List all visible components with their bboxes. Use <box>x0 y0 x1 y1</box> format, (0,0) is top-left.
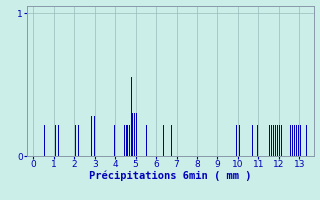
Bar <box>58 125 60 156</box>
Bar <box>94 116 95 156</box>
Bar <box>146 125 148 156</box>
Bar <box>134 113 135 156</box>
Bar <box>75 125 76 156</box>
Bar <box>91 116 92 156</box>
Bar <box>44 125 45 156</box>
Bar <box>269 125 270 156</box>
Bar <box>55 125 56 156</box>
Bar <box>252 125 253 156</box>
Bar <box>163 125 164 156</box>
Bar <box>136 113 137 156</box>
Bar <box>281 125 283 156</box>
Bar <box>277 125 278 156</box>
Bar <box>127 125 128 156</box>
Bar <box>124 125 125 156</box>
Bar <box>279 125 280 156</box>
Bar <box>273 125 274 156</box>
X-axis label: Précipitations 6min ( mm ): Précipitations 6min ( mm ) <box>89 171 252 181</box>
Bar <box>257 125 258 156</box>
Bar <box>294 125 295 156</box>
Bar <box>132 113 133 156</box>
Bar <box>171 125 172 156</box>
Bar <box>114 125 115 156</box>
Bar <box>236 125 237 156</box>
Bar <box>131 77 132 156</box>
Bar <box>300 125 301 156</box>
Bar <box>129 125 130 156</box>
Bar <box>239 125 240 156</box>
Bar <box>126 125 127 156</box>
Bar <box>298 125 299 156</box>
Bar <box>271 125 272 156</box>
Bar <box>275 125 276 156</box>
Bar <box>78 125 79 156</box>
Bar <box>296 125 297 156</box>
Bar <box>306 125 307 156</box>
Bar <box>290 125 291 156</box>
